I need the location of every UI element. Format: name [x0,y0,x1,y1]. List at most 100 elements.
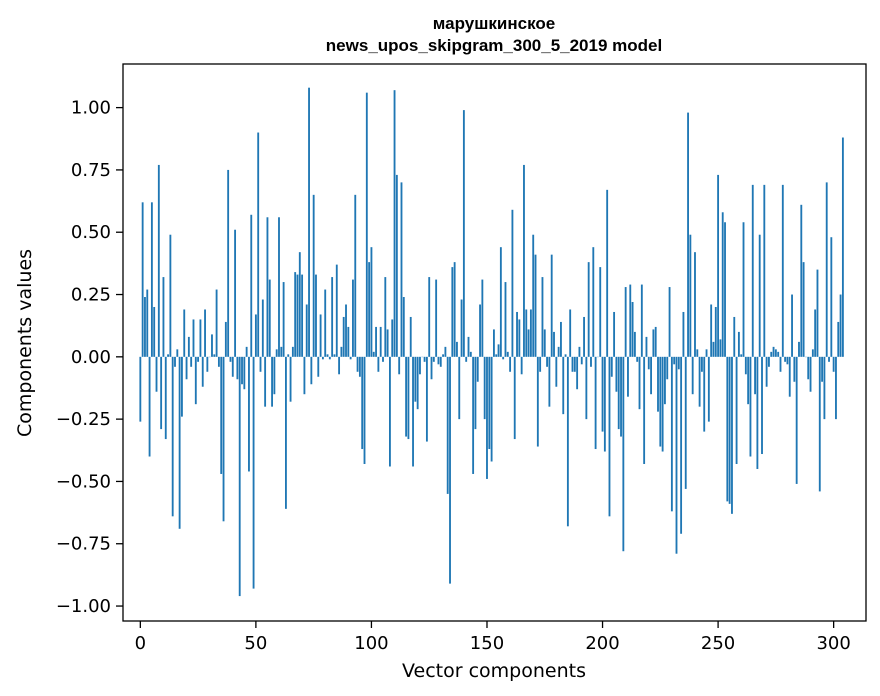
bar-167 [525,309,528,357]
bar-65 [289,356,292,402]
bar-200 [601,356,604,432]
bar-91 [349,356,352,360]
bar-88 [342,316,345,357]
bar-133 [446,356,449,494]
bar-23 [192,319,195,357]
bar-104 [379,326,382,357]
bar-272 [768,356,770,367]
bar-131 [442,354,444,357]
bar-70 [301,274,304,357]
bar-16 [176,349,179,357]
bar-162 [513,356,516,440]
bar-261 [742,222,745,357]
y-tick-label: 0.75 [71,160,111,181]
bar-260 [740,354,743,357]
bar-285 [798,341,800,357]
bar-29 [206,356,209,372]
bar-258 [735,356,738,464]
bar-303 [839,294,842,357]
bar-158 [504,282,507,357]
bar-96 [361,356,364,450]
y-tick-label: 0.50 [71,222,111,243]
y-tick-label: −0.50 [56,471,111,492]
bar-111 [395,174,398,357]
bar-10 [162,277,165,357]
bar-223 [654,326,657,357]
y-axis-label: Components values [14,249,36,437]
bar-287 [802,262,805,357]
bar-193 [585,356,588,420]
bar-21 [187,336,190,357]
bar-188 [573,356,576,372]
bar-270 [763,184,766,357]
bar-297 [825,182,828,357]
bar-61 [280,346,283,357]
bar-26 [199,319,202,357]
bar-256 [731,356,733,514]
bar-3 [146,289,149,357]
bar-215 [636,356,639,362]
bar-102 [375,326,377,357]
x-tick-label: 150 [470,633,504,654]
bar-28 [204,309,206,357]
bar-127 [432,356,435,362]
bar-249 [714,306,717,357]
bar-13 [169,234,172,357]
bar-250 [717,174,720,357]
bar-219 [645,336,648,357]
bar-5 [150,202,153,357]
bar-46 [245,346,248,357]
bar-124 [425,356,428,442]
bar-203 [608,356,611,517]
bar-126 [430,356,433,380]
bar-87 [340,346,343,357]
bar-50 [254,314,257,357]
bar-278 [781,184,784,357]
bar-53 [261,299,264,357]
bar-78 [319,314,322,357]
bar-173 [539,356,542,372]
bar-166 [523,164,525,357]
bar-99 [368,262,371,357]
bar-294 [818,356,821,492]
bar-212 [629,284,632,357]
bar-275 [774,349,777,357]
bar-156 [499,247,502,357]
bar-238 [689,234,692,357]
bar-39 [229,356,232,362]
bar-220 [647,356,650,370]
bar-6 [153,306,156,357]
bar-81 [326,354,329,357]
bar-170 [532,234,535,357]
bar-20 [185,356,188,380]
bar-113 [400,182,403,357]
bar-84 [333,354,336,357]
bar-281 [788,356,791,397]
bar-180 [555,356,558,387]
bar-116 [407,356,410,440]
bar-228 [666,356,669,380]
bar-230 [670,356,673,512]
x-tick-label: 300 [816,633,850,654]
bar-262 [744,356,747,375]
x-tick-label: 250 [701,633,735,654]
bar-157 [502,356,505,360]
bar-178 [550,254,553,357]
bar-176 [546,356,548,367]
bar-35 [220,356,223,474]
bar-252 [721,212,724,357]
bar-119 [414,356,417,402]
bar-163 [516,311,518,357]
bar-168 [527,329,530,357]
bar-207 [617,356,620,430]
bar-93 [354,194,357,357]
bar-129 [437,356,440,365]
bar-175 [543,329,546,357]
bar-184 [564,354,567,357]
bar-57 [271,356,273,407]
y-tick-label: 0.00 [71,347,111,368]
bar-149 [483,356,486,420]
bar-197 [594,356,597,450]
bar-52 [259,356,262,372]
